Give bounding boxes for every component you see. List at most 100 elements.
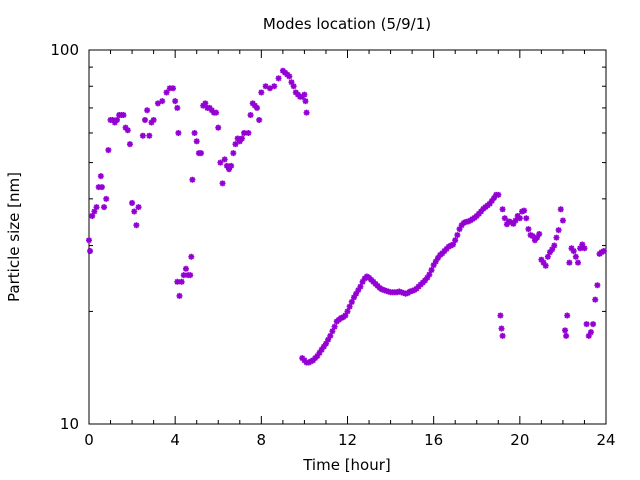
data-point bbox=[101, 204, 108, 211]
data-point bbox=[557, 206, 564, 213]
data-point bbox=[516, 215, 523, 222]
data-point bbox=[213, 109, 220, 116]
data-point bbox=[564, 312, 571, 319]
data-point bbox=[566, 259, 573, 266]
data-point bbox=[454, 232, 461, 239]
data-point bbox=[510, 220, 517, 227]
data-point bbox=[488, 197, 495, 204]
y-tick-label: 100 bbox=[50, 41, 79, 59]
x-tick-label: 12 bbox=[338, 431, 357, 449]
data-point bbox=[129, 199, 136, 206]
data-point bbox=[538, 256, 545, 263]
data-point bbox=[581, 245, 588, 252]
data-point bbox=[344, 308, 351, 315]
data-point bbox=[105, 147, 112, 154]
data-point bbox=[551, 242, 558, 249]
data-point bbox=[175, 129, 182, 136]
data-point bbox=[350, 294, 357, 301]
data-point bbox=[450, 241, 457, 248]
data-point bbox=[182, 265, 189, 272]
data-point bbox=[302, 98, 309, 105]
data-point bbox=[521, 207, 528, 214]
data-point bbox=[322, 340, 329, 347]
y-tick-label: 10 bbox=[60, 415, 79, 433]
data-point bbox=[529, 233, 536, 240]
data-point bbox=[120, 112, 127, 119]
data-point bbox=[594, 282, 601, 289]
data-point bbox=[226, 166, 233, 173]
data-point bbox=[221, 156, 228, 163]
data-point bbox=[98, 184, 105, 191]
data-point bbox=[572, 253, 579, 260]
data-point bbox=[314, 352, 321, 359]
data-point bbox=[452, 237, 459, 244]
data-point bbox=[144, 107, 151, 114]
data-point bbox=[439, 250, 446, 257]
data-point bbox=[111, 119, 118, 126]
data-point bbox=[139, 132, 146, 139]
data-point bbox=[191, 129, 198, 136]
y-axis-label: Particle size [nm] bbox=[5, 172, 23, 302]
data-point bbox=[359, 278, 366, 285]
data-point bbox=[499, 206, 506, 213]
data-point bbox=[523, 215, 530, 222]
x-tick-label: 8 bbox=[257, 431, 267, 449]
data-point bbox=[318, 346, 325, 353]
data-point bbox=[426, 271, 433, 278]
data-point bbox=[424, 274, 431, 281]
data-point bbox=[217, 159, 224, 166]
data-point bbox=[189, 176, 196, 183]
data-point bbox=[200, 102, 207, 109]
data-point bbox=[176, 292, 183, 299]
data-point bbox=[93, 204, 100, 211]
x-axis-ticks: 0 4 8 12 16 20 24 bbox=[84, 50, 616, 449]
data-point bbox=[536, 231, 543, 238]
y-axis-ticks: 10 100 bbox=[50, 41, 606, 433]
data-point bbox=[549, 246, 556, 253]
data-point bbox=[188, 253, 195, 260]
data-point bbox=[422, 277, 429, 284]
data-point bbox=[570, 248, 577, 255]
data-point bbox=[241, 129, 248, 136]
data-point bbox=[348, 298, 355, 305]
data-point bbox=[428, 267, 435, 274]
data-point bbox=[193, 138, 200, 145]
data-point bbox=[202, 100, 209, 107]
data-point bbox=[256, 116, 263, 123]
data-point bbox=[495, 191, 502, 198]
data-point bbox=[170, 85, 177, 92]
data-point bbox=[174, 278, 181, 285]
data-point bbox=[497, 312, 504, 319]
data-point bbox=[503, 221, 510, 228]
data-point bbox=[286, 73, 293, 80]
data-point bbox=[86, 237, 92, 244]
data-point bbox=[353, 290, 360, 297]
data-point bbox=[478, 208, 485, 215]
data-point bbox=[562, 327, 569, 334]
data-point bbox=[329, 328, 336, 335]
data-point bbox=[498, 325, 505, 332]
data-point bbox=[180, 272, 187, 279]
data-point bbox=[590, 321, 597, 328]
data-point bbox=[245, 129, 252, 136]
data-point bbox=[232, 141, 239, 148]
data-point bbox=[587, 329, 594, 336]
data-point bbox=[230, 150, 237, 157]
data-point bbox=[114, 116, 120, 123]
data-point bbox=[290, 83, 297, 90]
data-point bbox=[430, 262, 437, 269]
data-point bbox=[542, 262, 549, 269]
data-point bbox=[546, 249, 553, 256]
data-point bbox=[288, 79, 295, 86]
data-point bbox=[320, 343, 327, 350]
data-point bbox=[135, 204, 142, 211]
data-point bbox=[238, 135, 245, 142]
data-point bbox=[187, 272, 194, 279]
data-point bbox=[486, 200, 493, 207]
data-point bbox=[518, 208, 525, 215]
data-point bbox=[254, 104, 261, 111]
data-point bbox=[234, 135, 241, 142]
data-point bbox=[585, 332, 592, 339]
data-point bbox=[559, 217, 566, 224]
data-point bbox=[432, 258, 439, 265]
